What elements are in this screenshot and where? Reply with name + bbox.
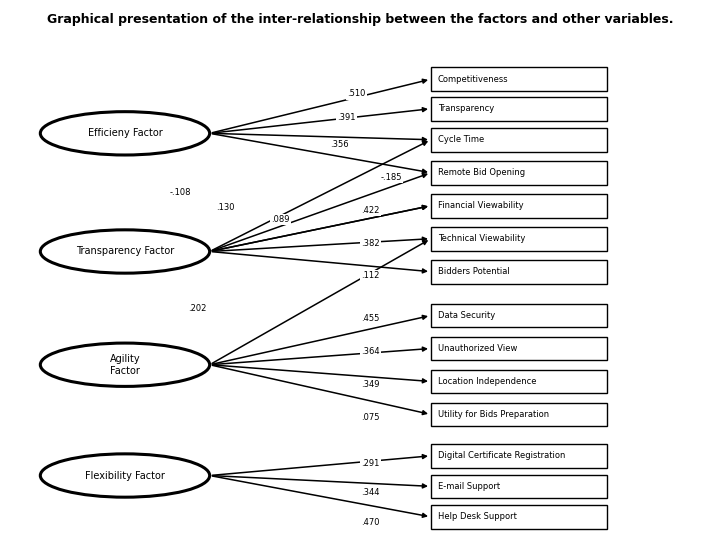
- Bar: [431, 161, 607, 185]
- Bar: [431, 260, 607, 284]
- Text: Technical Viewability: Technical Viewability: [438, 234, 525, 243]
- Text: -.185: -.185: [380, 173, 402, 181]
- Bar: [431, 303, 607, 327]
- Text: -.108: -.108: [169, 188, 191, 197]
- Bar: [431, 336, 607, 360]
- Text: Flexibility Factor: Flexibility Factor: [85, 470, 165, 481]
- Text: .130: .130: [216, 202, 235, 212]
- Bar: [431, 227, 607, 251]
- Text: .344: .344: [361, 488, 379, 497]
- Text: Help Desk Support: Help Desk Support: [438, 512, 517, 522]
- Text: Cycle Time: Cycle Time: [438, 135, 484, 144]
- Text: Data Security: Data Security: [438, 311, 495, 320]
- Text: .112: .112: [361, 271, 379, 280]
- Text: .382: .382: [361, 239, 379, 248]
- Text: Remote Bid Opening: Remote Bid Opening: [438, 168, 525, 177]
- Bar: [431, 444, 607, 468]
- Text: Financial Viewability: Financial Viewability: [438, 201, 523, 210]
- Text: .089: .089: [271, 215, 289, 224]
- Text: .291: .291: [361, 459, 379, 468]
- Text: Bidders Potential: Bidders Potential: [438, 267, 510, 276]
- Bar: [431, 194, 607, 218]
- Text: Transparency: Transparency: [438, 104, 494, 113]
- Bar: [431, 505, 607, 529]
- Text: .075: .075: [361, 413, 379, 422]
- Text: Efficieny Factor: Efficieny Factor: [88, 129, 163, 138]
- Text: E-mail Support: E-mail Support: [438, 482, 500, 491]
- Text: Location Independence: Location Independence: [438, 377, 536, 386]
- Text: Digital Certificate Registration: Digital Certificate Registration: [438, 451, 565, 460]
- Text: .422: .422: [361, 206, 379, 215]
- Text: .356: .356: [330, 140, 348, 149]
- Text: Graphical presentation of the inter-relationship between the factors and other v: Graphical presentation of the inter-rela…: [47, 14, 673, 26]
- Bar: [431, 68, 607, 91]
- Text: Agility
Factor: Agility Factor: [109, 354, 140, 375]
- Text: .391: .391: [337, 113, 356, 122]
- Bar: [431, 370, 607, 393]
- Bar: [431, 403, 607, 426]
- Bar: [431, 475, 607, 498]
- Text: .470: .470: [361, 518, 379, 527]
- Text: .364: .364: [361, 347, 379, 356]
- Text: Utility for Bids Preparation: Utility for Bids Preparation: [438, 410, 549, 419]
- Text: .202: .202: [189, 303, 207, 313]
- Text: .510: .510: [347, 90, 366, 98]
- Text: .349: .349: [361, 380, 379, 389]
- Text: Competitiveness: Competitiveness: [438, 75, 508, 84]
- Text: Unauthorized View: Unauthorized View: [438, 344, 517, 353]
- Text: .455: .455: [361, 314, 379, 323]
- Bar: [431, 97, 607, 120]
- Bar: [431, 128, 607, 152]
- Text: Transparency Factor: Transparency Factor: [76, 246, 174, 256]
